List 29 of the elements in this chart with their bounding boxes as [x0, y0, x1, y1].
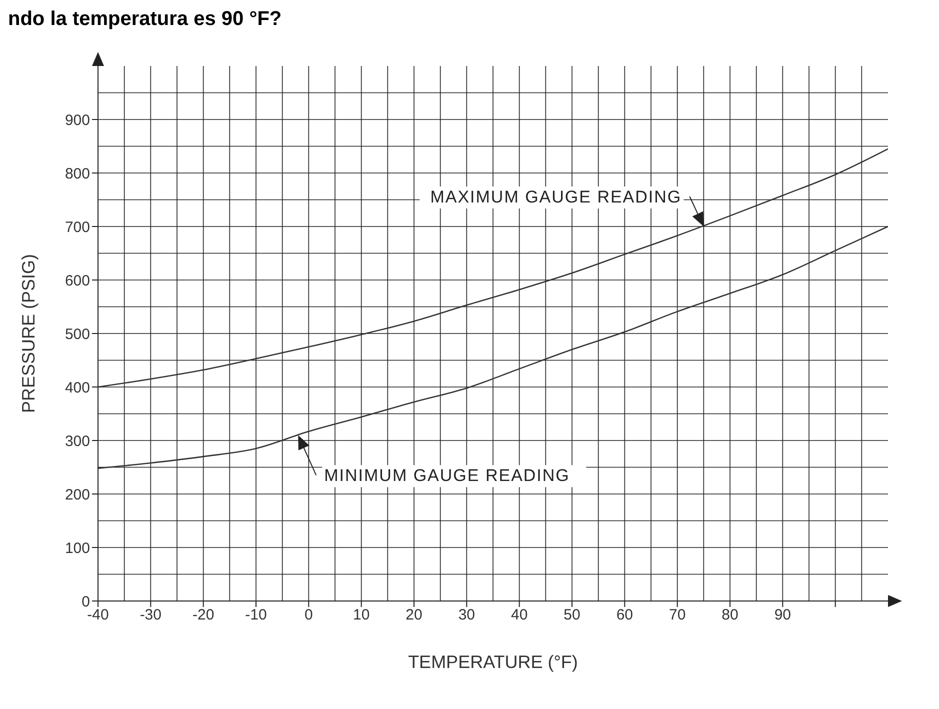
y-axis-title: PRESSURE (PSIG)	[18, 254, 38, 414]
y-tick-label: 500	[64, 326, 90, 343]
x-tick-label: -10	[245, 606, 267, 624]
x-tick-label: -20	[192, 606, 214, 624]
y-tick-label: 800	[64, 165, 90, 182]
x-tick-label: 80	[722, 606, 738, 624]
annotation: MAXIMUM GAUGE READING	[430, 188, 682, 206]
y-tick-label: 700	[64, 218, 90, 236]
x-tick-label: 70	[668, 606, 686, 624]
x-tick-label: 60	[616, 606, 634, 624]
y-tick-label: 600	[64, 272, 90, 290]
y-tick-label: 300	[64, 432, 90, 450]
x-axis-title: TEMPERATURE (°F)	[408, 652, 578, 672]
x-tick-label: -40	[87, 606, 109, 624]
x-tick-label: -30	[140, 606, 162, 624]
y-tick-label: 900	[64, 112, 90, 129]
x-tick-label: 20	[406, 606, 422, 624]
x-tick-label: 40	[510, 606, 528, 624]
annotation: MINIMUM GAUGE READING	[324, 466, 570, 486]
x-tick-label: 30	[458, 606, 476, 624]
chart-title: ndo la temperatura es 90 °F?	[8, 8, 283, 32]
x-tick-label: 0	[304, 606, 313, 624]
y-tick-label: 400	[64, 379, 90, 396]
y-tick-label: 0	[82, 593, 90, 610]
x-tick-label: 10	[352, 606, 370, 624]
x-tick-label: 90	[774, 606, 792, 624]
x-tick-label: 50	[564, 606, 580, 624]
y-tick-label: 100	[64, 540, 90, 557]
y-tick-label: 200	[64, 486, 90, 504]
